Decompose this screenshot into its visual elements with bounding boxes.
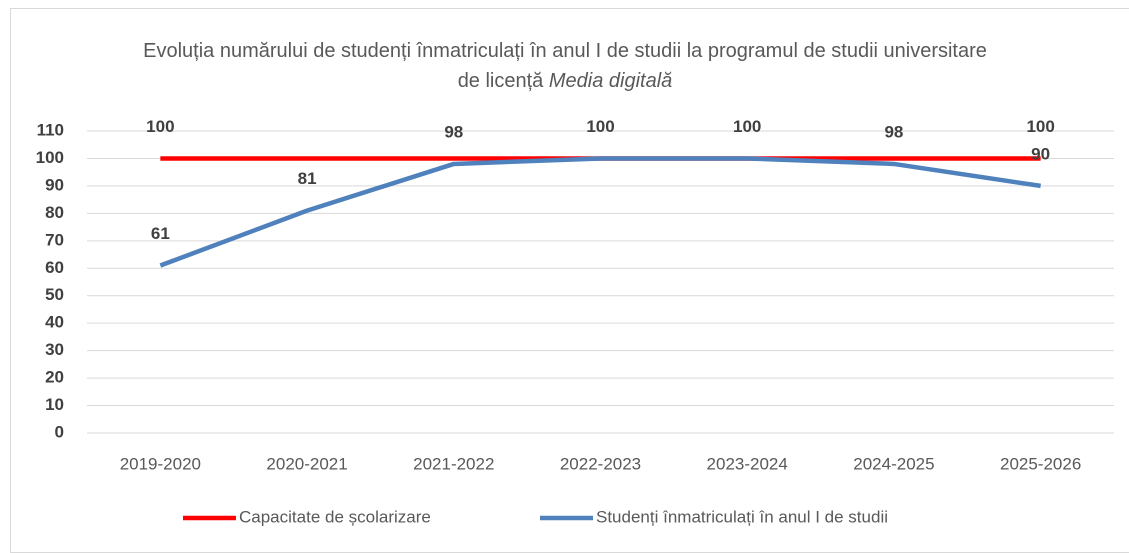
series-line <box>159 156 1041 268</box>
legend-label: Studenți înmatriculați în anul I de stud… <box>596 507 888 526</box>
data-label: 98 <box>884 122 903 141</box>
y-tick-label: 70 <box>45 230 64 249</box>
chart-title: Evoluția numărului de studenți înmatricu… <box>130 36 1000 96</box>
x-tick-label: 2021-2022 <box>413 454 494 473</box>
x-tick-label: 2022-2023 <box>560 454 641 473</box>
x-tick-label: 2024-2025 <box>853 454 934 473</box>
data-label: 98 <box>444 122 463 141</box>
y-tick-label: 80 <box>45 203 64 222</box>
y-tick-label: 0 <box>55 422 64 441</box>
legend-label: Capacitate de școlarizare <box>239 507 431 526</box>
y-tick-label: 30 <box>45 340 64 359</box>
data-label: 81 <box>298 169 317 188</box>
data-label: 100 <box>146 117 174 136</box>
y-tick-label: 90 <box>45 175 64 194</box>
x-tick-label: 2023-2024 <box>707 454 788 473</box>
x-tick-label: 2019-2020 <box>120 454 201 473</box>
data-label: 61 <box>151 224 170 243</box>
data-label: 100 <box>733 117 761 136</box>
data-label: 90 <box>1031 144 1050 163</box>
y-tick-label: 50 <box>45 285 64 304</box>
title-italic: Media digitală <box>548 70 673 92</box>
x-tick-label: 2025-2026 <box>1000 454 1081 473</box>
y-tick-label: 10 <box>45 395 64 414</box>
x-tick-label: 2020-2021 <box>266 454 347 473</box>
y-tick-label: 20 <box>45 368 64 387</box>
y-tick-label: 110 <box>37 120 64 139</box>
title-text: Evoluția numărului de studenți înmatricu… <box>143 40 987 92</box>
y-tick-label: 40 <box>45 313 64 332</box>
data-label: 100 <box>586 117 614 136</box>
y-tick-label: 100 <box>36 148 64 167</box>
y-tick-label: 60 <box>45 258 64 277</box>
data-label: 100 <box>1026 117 1054 136</box>
